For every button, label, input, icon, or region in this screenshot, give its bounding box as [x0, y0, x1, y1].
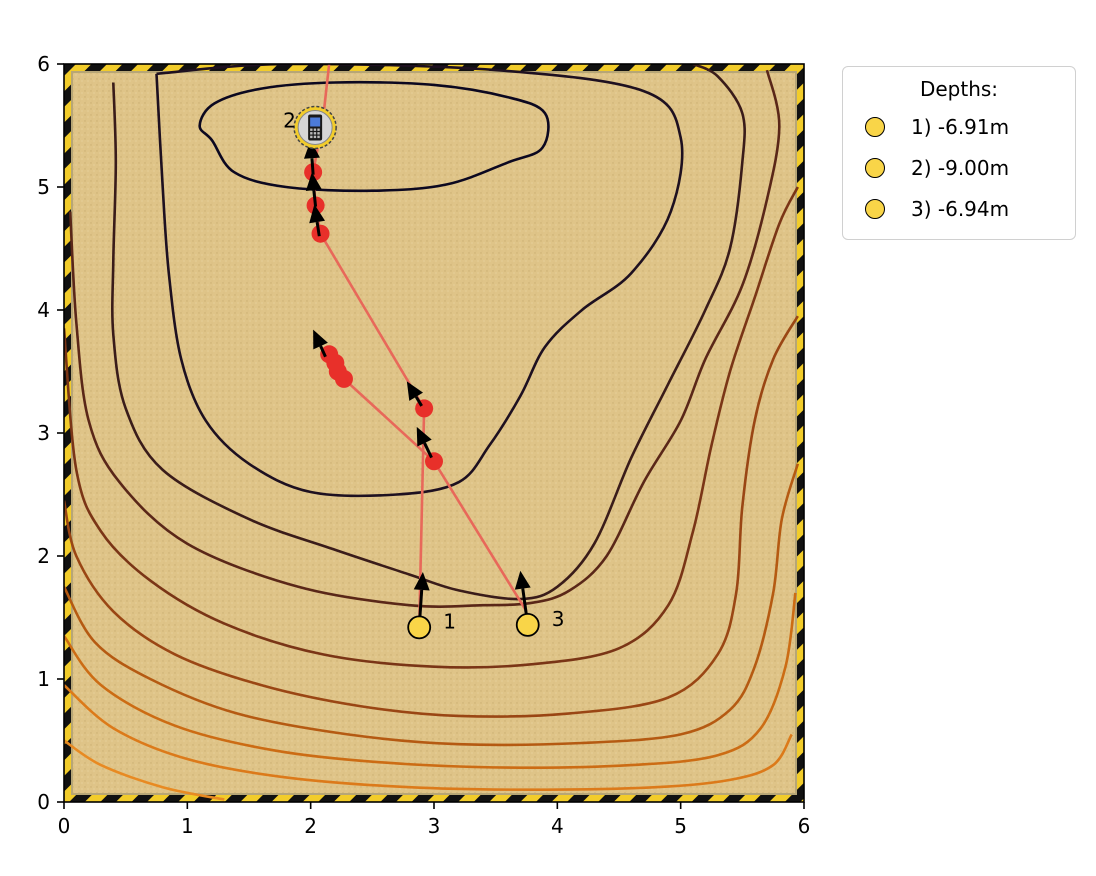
- contour-line-10: [64, 739, 225, 801]
- legend-entry-3: 3) -6.94m: [865, 194, 1009, 224]
- contour-line-9: [64, 684, 793, 792]
- x-tick-label-1: 1: [181, 814, 194, 838]
- legend-entry-2: 2) -9.00m: [865, 153, 1009, 183]
- legend-label-1: 1) -6.91m: [911, 115, 1010, 139]
- x-tick-label-5: 5: [674, 814, 687, 838]
- legend-marker-2: [865, 158, 885, 178]
- x-tick-label-0: 0: [58, 814, 71, 838]
- depth-marker-label-3: 3: [552, 607, 565, 631]
- heading-arrow-7: [305, 172, 322, 207]
- target-marker-label: 2: [283, 109, 296, 133]
- contour-line-8: [64, 592, 797, 769]
- legend-marker-1: [865, 117, 885, 137]
- heading-arrow-8: [303, 140, 320, 175]
- depth-marker-label-1: 1: [443, 609, 456, 633]
- sample-point-2: [425, 452, 443, 471]
- x-tick-label-6: 6: [798, 814, 811, 838]
- y-tick-label-0: 0: [37, 790, 50, 814]
- legend-marker-3: [865, 199, 885, 219]
- y-tick-label-5: 5: [37, 175, 50, 199]
- legend-label-2: 2) -9.00m: [911, 156, 1010, 180]
- heading-arrow-4: [406, 381, 424, 407]
- heading-arrow-5: [313, 329, 328, 358]
- y-tick-label-3: 3: [37, 421, 50, 445]
- heading-arrow-3: [416, 426, 433, 459]
- phone-icon: [293, 105, 337, 150]
- y-tick-label-1: 1: [37, 667, 50, 691]
- y-tick-label-2: 2: [37, 544, 50, 568]
- sample-point-3: [311, 224, 330, 243]
- contour-lines: [64, 64, 800, 801]
- contour-line-2: [155, 64, 684, 498]
- heading-arrow-6: [309, 204, 326, 237]
- x-tick-label-4: 4: [551, 814, 564, 838]
- legend: Depths: 1) -6.91m 2) -9.00m 3) -6.94m: [842, 66, 1076, 240]
- legend-entry-1: 1) -6.91m: [865, 112, 1009, 142]
- x-tick-label-2: 2: [304, 814, 317, 838]
- x-axis-ticks: 0 1 2 3 4 5 6: [58, 802, 811, 838]
- legend-label-3: 3) -6.94m: [911, 197, 1010, 221]
- depth-marker-1: [407, 615, 432, 640]
- x-tick-label-3: 3: [428, 814, 441, 838]
- y-tick-label-4: 4: [37, 298, 50, 322]
- depth-marker-3: [515, 612, 540, 637]
- contour-line-7: [64, 463, 800, 747]
- y-axis-ticks: 0 1 2 3 4 5 6: [37, 52, 64, 814]
- y-tick-label-6: 6: [37, 52, 50, 76]
- target-marker: 2: [283, 105, 337, 150]
- contour-line-5: [64, 186, 799, 669]
- contour-line-4: [68, 69, 781, 608]
- sample-point-9: [334, 369, 353, 388]
- contour-line-3: [111, 64, 746, 601]
- legend-title: Depths:: [919, 77, 999, 101]
- contour-line-6: [64, 315, 799, 718]
